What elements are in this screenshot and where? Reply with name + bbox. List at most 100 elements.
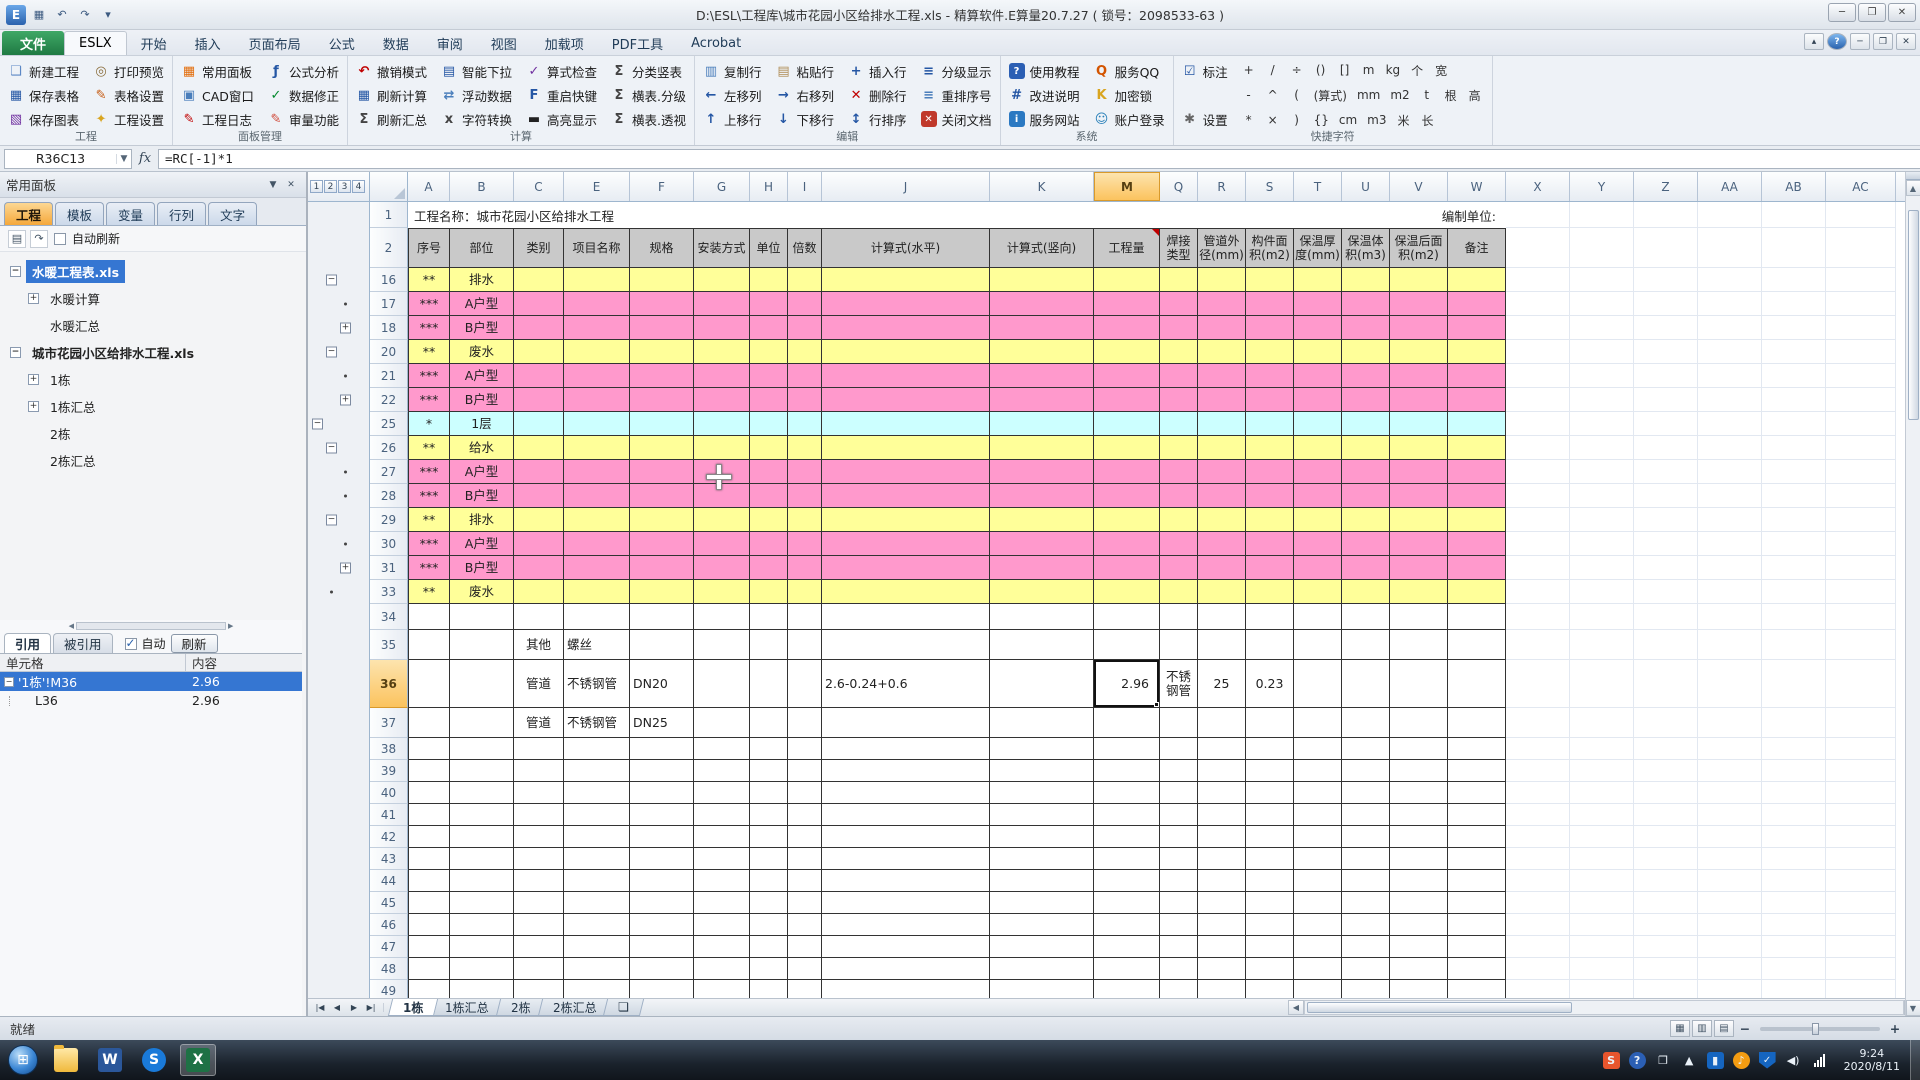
cell-H29[interactable] bbox=[750, 508, 788, 532]
cell-U33[interactable] bbox=[1342, 580, 1390, 604]
cell-K20[interactable] bbox=[990, 340, 1094, 364]
cell-K28[interactable] bbox=[990, 484, 1094, 508]
cell-F40[interactable] bbox=[630, 782, 694, 804]
cell-M46[interactable] bbox=[1094, 914, 1160, 936]
cell-H30[interactable] bbox=[750, 532, 788, 556]
security-shield-icon[interactable]: ✓ bbox=[1758, 1051, 1776, 1069]
cell-G42[interactable] bbox=[694, 826, 750, 848]
cell-U48[interactable] bbox=[1342, 958, 1390, 980]
cell-V16[interactable] bbox=[1390, 268, 1448, 292]
cell-AC[interactable] bbox=[1826, 316, 1896, 340]
quick-char-button[interactable]: 宽 bbox=[1435, 63, 1448, 78]
cell-AA[interactable] bbox=[1698, 532, 1762, 556]
row-header-17[interactable]: 17 bbox=[370, 292, 408, 316]
cell-J28[interactable] bbox=[822, 484, 990, 508]
cell-B20[interactable]: 废水 bbox=[450, 340, 514, 364]
column-header-Y[interactable]: Y bbox=[1570, 172, 1634, 201]
ribbon-button-字符转换[interactable]: x 字符转换 bbox=[439, 108, 514, 130]
cell-AB[interactable] bbox=[1762, 556, 1826, 580]
cell-G48[interactable] bbox=[694, 958, 750, 980]
cell-Z[interactable] bbox=[1634, 556, 1698, 580]
cell-E27[interactable] bbox=[564, 460, 630, 484]
cell-T20[interactable] bbox=[1294, 340, 1342, 364]
cell-C38[interactable] bbox=[514, 738, 564, 760]
cell-AA[interactable] bbox=[1698, 936, 1762, 958]
cell-R26[interactable] bbox=[1198, 436, 1246, 460]
cell-H20[interactable] bbox=[750, 340, 788, 364]
cell-J43[interactable] bbox=[822, 848, 990, 870]
cell-H16[interactable] bbox=[750, 268, 788, 292]
cell-U34[interactable] bbox=[1342, 604, 1390, 630]
cell-AC[interactable] bbox=[1826, 364, 1896, 388]
cell-B28[interactable]: B户型 bbox=[450, 484, 514, 508]
cell-F34[interactable] bbox=[630, 604, 694, 630]
cell-M28[interactable] bbox=[1094, 484, 1160, 508]
cell-M29[interactable] bbox=[1094, 508, 1160, 532]
redo-icon[interactable]: ↷ bbox=[80, 8, 90, 21]
cell-R43[interactable] bbox=[1198, 848, 1246, 870]
ribbon-button-下移行[interactable]: ↓ 下移行 bbox=[774, 108, 837, 130]
cell-J27[interactable] bbox=[822, 460, 990, 484]
cell-Z[interactable] bbox=[1634, 484, 1698, 508]
cell-T33[interactable] bbox=[1294, 580, 1342, 604]
cell-AA[interactable] bbox=[1698, 202, 1762, 228]
cell-Z[interactable] bbox=[1634, 848, 1698, 870]
cell-T31[interactable] bbox=[1294, 556, 1342, 580]
cell-R37[interactable] bbox=[1198, 708, 1246, 738]
cell-S35[interactable] bbox=[1246, 630, 1294, 660]
cell-E45[interactable] bbox=[564, 892, 630, 914]
cell-E26[interactable] bbox=[564, 436, 630, 460]
cell-E38[interactable] bbox=[564, 738, 630, 760]
taskbar-app-excel[interactable]: X bbox=[180, 1044, 216, 1076]
cell-B27[interactable]: A户型 bbox=[450, 460, 514, 484]
cell-J39[interactable] bbox=[822, 760, 990, 782]
row-header-2[interactable]: 2 bbox=[370, 228, 408, 268]
cell-B46[interactable] bbox=[450, 914, 514, 936]
cell-G37[interactable] bbox=[694, 708, 750, 738]
cell-G44[interactable] bbox=[694, 870, 750, 892]
cell-I28[interactable] bbox=[788, 484, 822, 508]
app-logo-icon[interactable]: E bbox=[6, 4, 26, 25]
cell-A41[interactable] bbox=[408, 804, 450, 826]
ribbon-button-粘贴行[interactable]: ▤ 粘贴行 bbox=[777, 63, 835, 80]
cell-M35[interactable] bbox=[1094, 630, 1160, 660]
speaker-icon[interactable]: ◀) bbox=[1786, 1053, 1800, 1067]
cell-AB[interactable] bbox=[1762, 436, 1826, 460]
cell-U26[interactable] bbox=[1342, 436, 1390, 460]
row-header-48[interactable]: 48 bbox=[370, 958, 408, 980]
cell-X[interactable] bbox=[1506, 826, 1570, 848]
ribbon-tab-公式[interactable]: 公式 bbox=[328, 37, 355, 53]
cell-F46[interactable] bbox=[630, 914, 694, 936]
cell-Y[interactable] bbox=[1570, 580, 1634, 604]
cell-B38[interactable] bbox=[450, 738, 514, 760]
cell-AA[interactable] bbox=[1698, 738, 1762, 760]
cell-B16[interactable]: 排水 bbox=[450, 268, 514, 292]
cell-H22[interactable] bbox=[750, 388, 788, 412]
ribbon-button-服务网站[interactable]: i 服务网站 bbox=[1007, 108, 1082, 130]
cell-V45[interactable] bbox=[1390, 892, 1448, 914]
cell-E41[interactable] bbox=[564, 804, 630, 826]
panel-tab-工程[interactable]: 工程 bbox=[4, 202, 54, 225]
cell-M25[interactable] bbox=[1094, 412, 1160, 436]
ribbon-button-关闭文档[interactable]: ✕ 关闭文档 bbox=[919, 108, 994, 130]
ribbon-button-数据修正[interactable]: ✓ 数据修正 bbox=[266, 84, 341, 106]
cell-V27[interactable] bbox=[1390, 460, 1448, 484]
vscroll-down-icon[interactable]: ▼ bbox=[1905, 1000, 1920, 1016]
cell-H43[interactable] bbox=[750, 848, 788, 870]
cell-G17[interactable] bbox=[694, 292, 750, 316]
cell-V35[interactable] bbox=[1390, 630, 1448, 660]
cell-T47[interactable] bbox=[1294, 936, 1342, 958]
column-header-H[interactable]: H bbox=[750, 172, 788, 201]
cell-Y[interactable] bbox=[1570, 738, 1634, 760]
cell-AB[interactable] bbox=[1762, 848, 1826, 870]
cell-S16[interactable] bbox=[1246, 268, 1294, 292]
cell-F18[interactable] bbox=[630, 316, 694, 340]
quick-char-button[interactable]: 米 bbox=[1397, 113, 1410, 128]
cell-K40[interactable] bbox=[990, 782, 1094, 804]
table-header-Q[interactable]: 焊接类型 bbox=[1160, 228, 1198, 268]
cell-T35[interactable] bbox=[1294, 630, 1342, 660]
cell-W48[interactable] bbox=[1448, 958, 1506, 980]
cell-F41[interactable] bbox=[630, 804, 694, 826]
cell-R35[interactable] bbox=[1198, 630, 1246, 660]
panel-dropdown-icon[interactable]: ▼ bbox=[269, 179, 277, 190]
